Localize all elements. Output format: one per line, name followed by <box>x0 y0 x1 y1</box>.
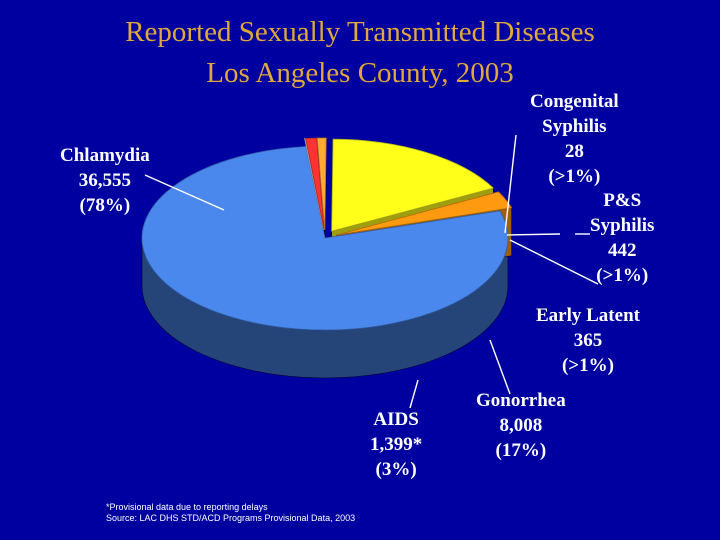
pie-slice-chlamydia <box>141 146 509 331</box>
label-aids: AIDS 1,399* (3%) <box>370 407 422 482</box>
label-early-latent-value: 365 <box>573 330 603 351</box>
label-ps-percent: (>1%) <box>596 265 649 286</box>
leader-line-chlamydia-0 <box>144 174 225 211</box>
label-chlamydia-name: Chlamydia <box>60 145 150 166</box>
pie-slice-ps_syphilis <box>305 137 325 231</box>
label-gonorrhea-percent: (17%) <box>495 440 547 461</box>
label-ps-value: 442 <box>607 240 637 261</box>
label-chlamydia: Chlamydia 36,555 (78%) <box>60 143 150 218</box>
label-early-latent-percent: (>1%) <box>561 355 614 376</box>
label-chlamydia-value: 36,555 <box>78 170 131 191</box>
footnote-source: Source: LAC DHS STD/ACD Programs Provisi… <box>106 513 356 523</box>
leader-lines <box>144 134 599 409</box>
pie-slice-gonorrhea <box>331 138 495 232</box>
label-congenital-syphilis: Congenital Syphilis 28 (>1%) <box>530 89 619 189</box>
leader-line-gonorrhea-5 <box>489 339 511 395</box>
pie-slice-aids <box>336 191 513 236</box>
label-congenital-name1: Congenital <box>530 91 619 112</box>
label-aids-percent: (3%) <box>375 459 417 480</box>
chart-title-line1: Reported Sexually Transmitted Diseases <box>125 16 595 48</box>
leader-line-congenital_syphilis-1 <box>504 134 517 234</box>
footnote: *Provisional data due to reporting delay… <box>106 502 355 524</box>
label-aids-value: 1,399* <box>370 434 423 455</box>
label-gonorrhea: Gonorrhea 8,008 (17%) <box>476 388 566 463</box>
leader-line-aids-6 <box>409 379 419 409</box>
label-congenital-name2: Syphilis <box>542 116 607 137</box>
label-ps-syphilis: P&S Syphilis 442 (>1%) <box>590 188 654 288</box>
label-congenital-percent: (>1%) <box>548 166 601 187</box>
label-gonorrhea-value: 8,008 <box>499 415 543 436</box>
label-early-latent: Early Latent 365 (>1%) <box>536 303 640 378</box>
pie-slice-early_latent <box>316 137 327 231</box>
label-ps-name1: P&S <box>603 190 642 211</box>
footnote-provisional: *Provisional data due to reporting delay… <box>106 502 268 512</box>
label-early-latent-name: Early Latent <box>536 305 640 326</box>
leader-line-early_latent-4 <box>509 239 599 285</box>
chart-title-line2: Los Angeles County, 2003 <box>206 57 514 89</box>
label-chlamydia-percent: (78%) <box>79 195 131 216</box>
label-ps-name2: Syphilis <box>590 215 655 236</box>
label-congenital-value: 28 <box>564 141 584 162</box>
pie-tops <box>141 137 513 331</box>
leader-line-ps_syphilis-2 <box>506 233 561 236</box>
label-gonorrhea-name: Gonorrhea <box>476 390 566 411</box>
label-aids-name: AIDS <box>373 409 419 430</box>
